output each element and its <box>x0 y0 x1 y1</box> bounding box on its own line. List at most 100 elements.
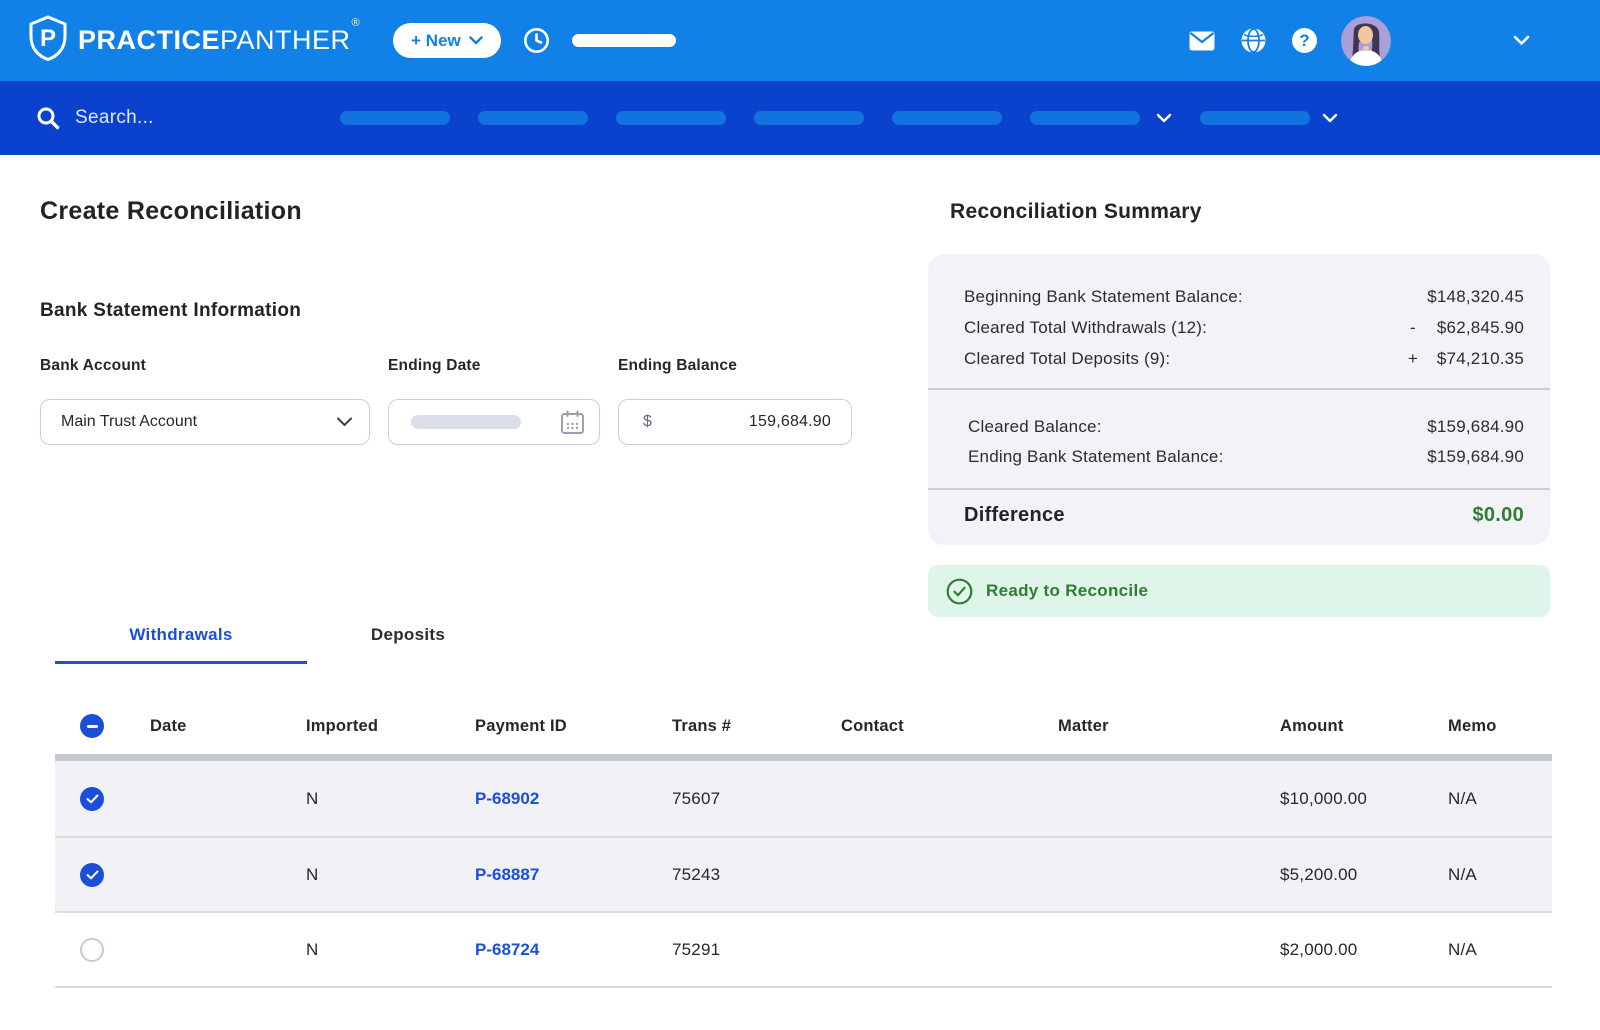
summary-row: Ending Bank Statement Balance: $159,684.… <box>968 447 1524 466</box>
user-avatar[interactable] <box>1341 15 1391 66</box>
nav-item-redacted[interactable] <box>478 111 588 125</box>
nav-menu-items <box>340 81 1338 155</box>
summary-value: $159,684.90 <box>1427 447 1524 466</box>
tab-deposits[interactable]: Deposits <box>370 625 446 644</box>
withdrawals-table: Date Imported Payment ID Trans # Contact… <box>55 706 1552 988</box>
new-button[interactable]: + New <box>393 23 501 58</box>
column-header-imported: Imported <box>306 716 379 735</box>
row-checkbox[interactable] <box>80 786 104 811</box>
column-header-amount: Amount <box>1280 716 1344 735</box>
row-checkbox[interactable] <box>80 937 104 962</box>
checkbox-check-icon <box>86 870 98 879</box>
difference-label: Difference <box>964 504 1065 526</box>
bank-section-heading: Bank Statement Information <box>40 300 302 321</box>
account-menu-chevron-icon[interactable] <box>1513 35 1530 46</box>
bank-account-label: Bank Account <box>40 357 147 374</box>
nav-dropdown-chevron-icon[interactable] <box>1322 113 1338 123</box>
page-title: Create Reconciliation <box>40 197 302 225</box>
column-header-memo: Memo <box>1448 716 1497 735</box>
bank-account-value: Main Trust Account <box>61 413 198 430</box>
ending-date-value-redacted <box>411 415 521 429</box>
practicepanther-logo[interactable]: P PRACTICEPANTHER® <box>28 15 361 66</box>
summary-heading: Reconciliation Summary <box>950 200 1202 223</box>
nav-item-redacted[interactable] <box>1030 111 1140 125</box>
status-text: Ready to Reconcile <box>986 581 1149 600</box>
imported-cell: N <box>306 864 319 884</box>
amount-cell: $5,200.00 <box>1280 864 1358 884</box>
memo-cell: N/A <box>1448 939 1477 959</box>
chevron-down-icon <box>337 417 352 426</box>
table-header-row: Date Imported Payment ID Trans # Contact… <box>55 706 1552 746</box>
memo-cell: N/A <box>1448 788 1477 808</box>
panel-divider <box>928 488 1550 490</box>
transaction-tabs: Withdrawals Deposits <box>55 625 1550 664</box>
amount-cell: $10,000.00 <box>1280 788 1368 808</box>
row-checkbox[interactable] <box>80 862 104 887</box>
calendar-icon[interactable] <box>560 410 585 435</box>
trans-cell: 75607 <box>672 788 721 808</box>
payment-id-link[interactable]: P-68887 <box>475 864 540 884</box>
currency-prefix: $ <box>643 413 652 430</box>
nav-item-redacted[interactable] <box>892 111 1002 125</box>
new-button-label: + New <box>411 30 461 50</box>
ready-to-reconcile-banner: Ready to Reconcile <box>928 565 1550 617</box>
nav-item-redacted[interactable] <box>340 111 450 125</box>
ending-balance-input[interactable]: $ 159,684.90 <box>618 399 852 445</box>
select-all-checkbox[interactable] <box>80 714 104 738</box>
table-row: N P-68902 75607 $10,000.00 N/A <box>55 761 1552 836</box>
checkbox-minus-icon <box>86 724 98 728</box>
svg-text:P: P <box>40 25 56 52</box>
payment-id-link[interactable]: P-68724 <box>475 939 540 959</box>
table-row: N P-68887 75243 $5,200.00 N/A <box>55 836 1552 911</box>
check-circle-icon <box>946 578 973 604</box>
svg-text:?: ? <box>1299 31 1309 50</box>
topbar-right-actions: ? <box>1189 15 1600 66</box>
imported-cell: N <box>306 788 319 808</box>
brand-name: PRACTICEPANTHER® <box>78 17 361 55</box>
globe-icon[interactable] <box>1241 28 1266 53</box>
reconciliation-summary-panel: Beginning Bank Statement Balance: $148,3… <box>928 254 1550 545</box>
panther-shield-icon: P <box>28 15 68 66</box>
main-nav-bar: Search... <box>0 81 1600 155</box>
tab-withdrawals[interactable]: Withdrawals <box>55 625 307 664</box>
main-content: Create Reconciliation Bank Statement Inf… <box>0 155 1600 988</box>
summary-row: Cleared Balance: $159,684.90 <box>968 417 1524 436</box>
summary-value: $159,684.90 <box>1427 417 1524 436</box>
summary-row: Cleared Total Withdrawals (12): - $62,84… <box>964 317 1524 337</box>
difference-value: $0.00 <box>1472 504 1524 526</box>
timer-clock-icon[interactable] <box>523 27 550 54</box>
nav-item-redacted[interactable] <box>754 111 864 125</box>
summary-value: $74,210.35 <box>1436 348 1524 368</box>
mail-icon[interactable] <box>1189 31 1215 51</box>
help-icon[interactable]: ? <box>1292 28 1317 53</box>
payment-id-link[interactable]: P-68902 <box>475 788 540 808</box>
ending-date-input[interactable] <box>388 399 600 445</box>
amount-cell: $2,000.00 <box>1280 939 1358 959</box>
column-header-matter: Matter <box>1058 716 1109 735</box>
table-row: N P-68724 75291 $2,000.00 N/A <box>55 911 1552 986</box>
summary-row: Cleared Total Deposits (9): + $74,210.35 <box>964 348 1524 368</box>
ending-balance-value: 159,684.90 <box>748 413 831 430</box>
chevron-down-icon <box>469 36 483 45</box>
header-divider <box>55 754 1552 761</box>
search-icon <box>37 107 60 130</box>
search-placeholder: Search... <box>75 107 154 128</box>
registered-mark: ® <box>351 17 361 29</box>
trans-cell: 75291 <box>672 939 721 959</box>
top-app-bar: P PRACTICEPANTHER® + New ? <box>0 0 1600 81</box>
memo-cell: N/A <box>1448 864 1477 884</box>
nav-item-redacted[interactable] <box>1200 111 1310 125</box>
imported-cell: N <box>306 939 319 959</box>
summary-row: Beginning Bank Statement Balance: $148,3… <box>964 286 1524 306</box>
nav-dropdown-chevron-icon[interactable] <box>1156 113 1172 123</box>
table-bottom-divider <box>55 986 1552 988</box>
search-input[interactable]: Search... <box>36 106 154 130</box>
column-header-date: Date <box>150 716 187 735</box>
checkbox-check-icon <box>86 794 98 803</box>
nav-item-redacted[interactable] <box>616 111 726 125</box>
table-body: N P-68902 75607 $10,000.00 N/A N P-68887… <box>55 761 1552 986</box>
trans-cell: 75243 <box>672 864 721 884</box>
ending-balance-label: Ending Balance <box>618 357 738 374</box>
ending-date-label: Ending Date <box>388 357 481 374</box>
bank-account-select[interactable]: Main Trust Account <box>40 399 370 445</box>
